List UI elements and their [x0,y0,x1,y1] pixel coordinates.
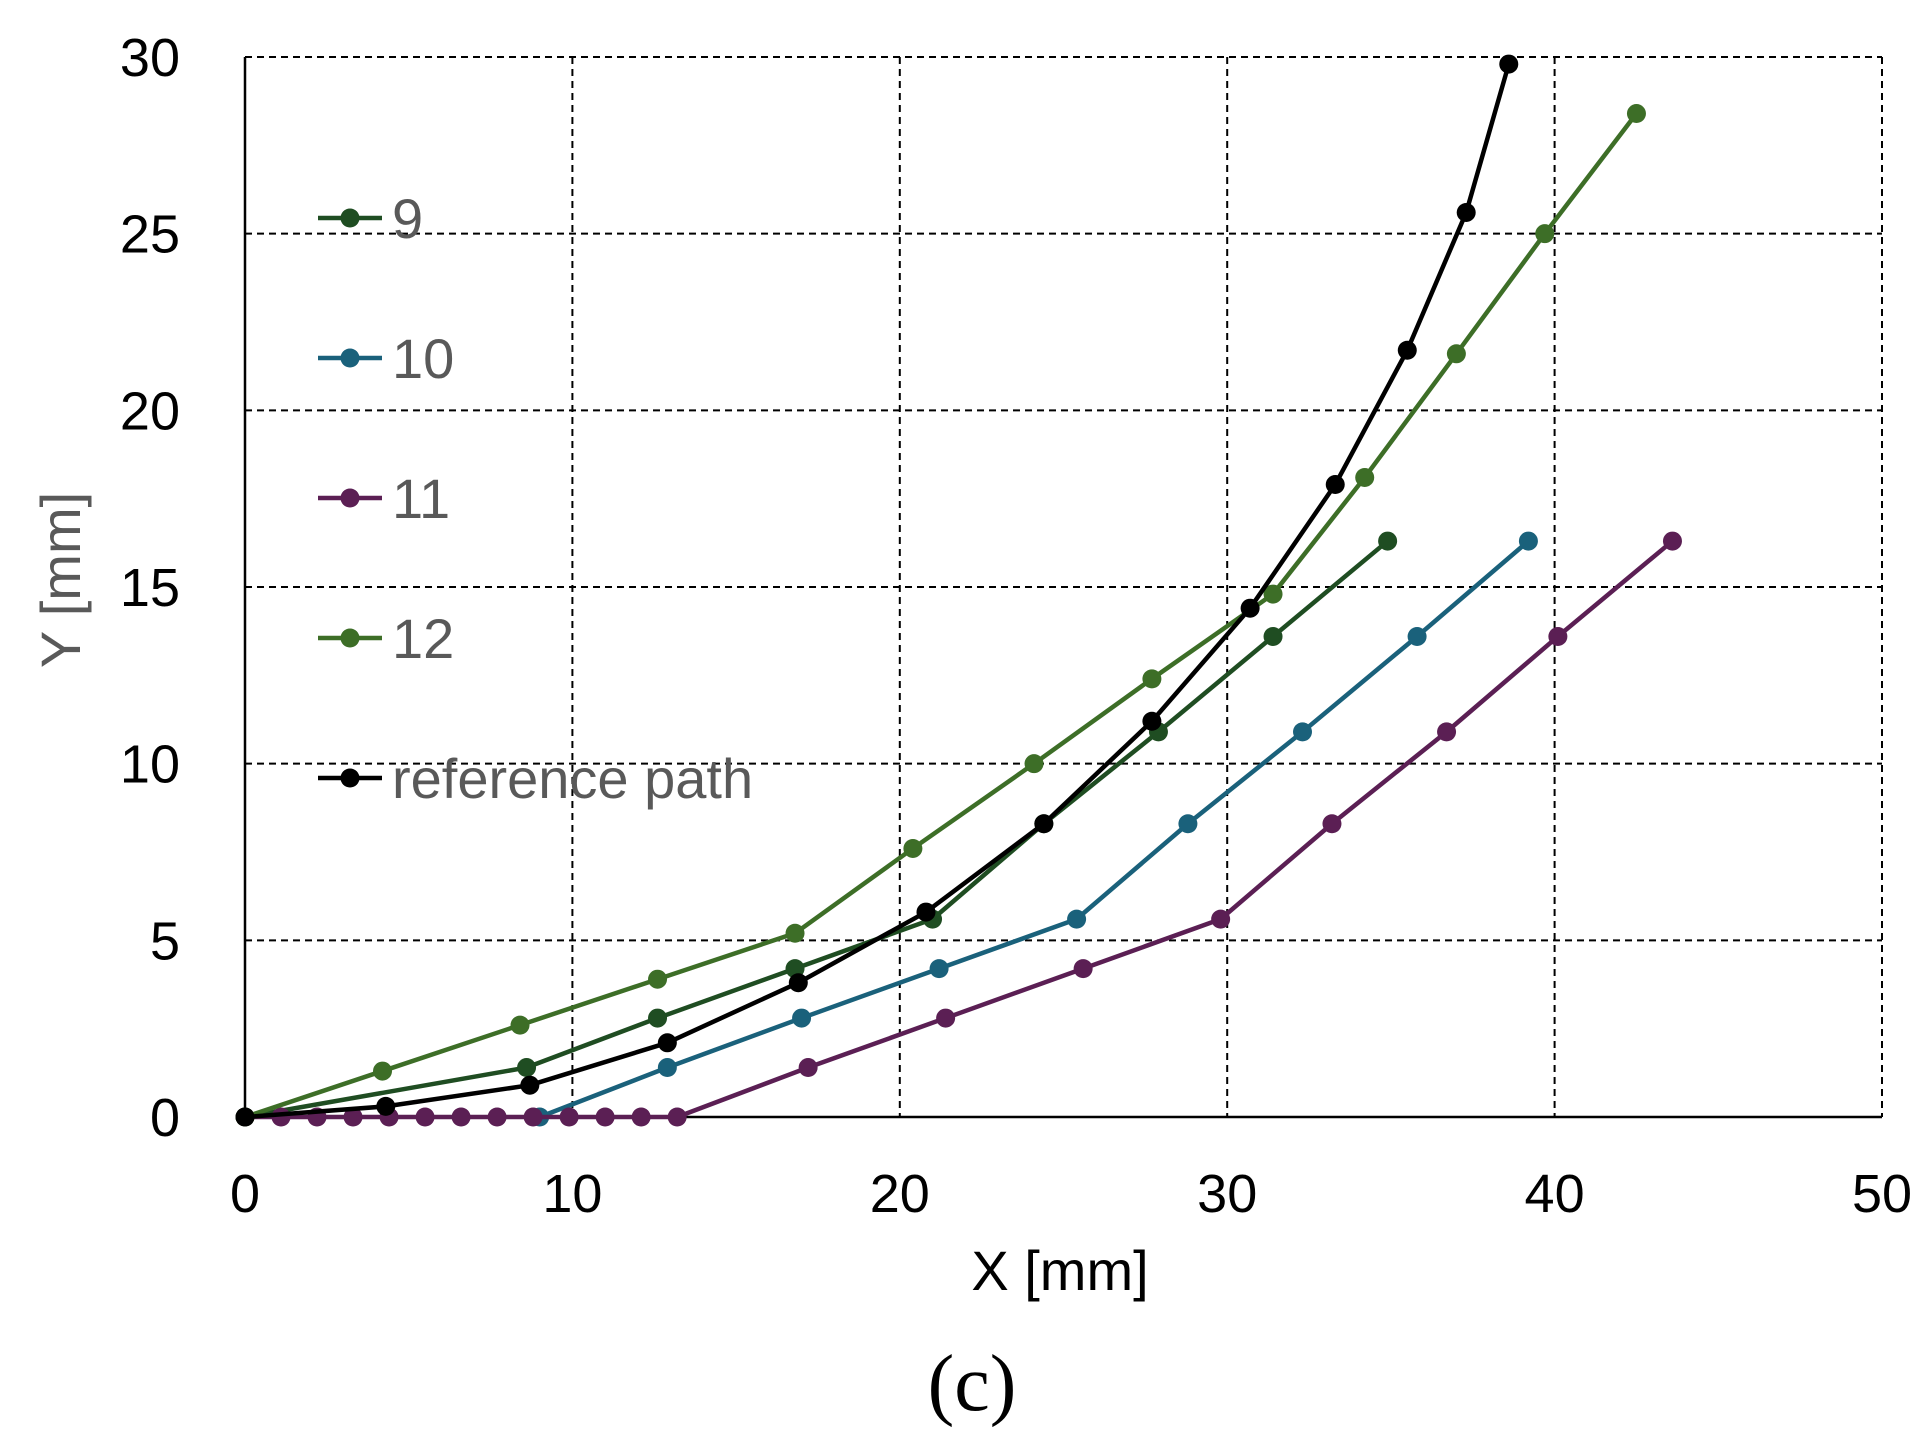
x-tick-label: 10 [542,1164,602,1224]
data-point [1293,722,1313,742]
tick-labels: 0 10 20 30 40 50 0 5 10 15 20 25 30 [120,28,1912,1224]
series-line [245,539,1674,1120]
data-point [788,973,808,993]
data-point [343,1107,363,1127]
data-point [1325,475,1345,495]
y-tick-label: 0 [150,1088,180,1148]
data-point [929,959,949,979]
data-point [798,1058,818,1078]
data-point [792,1008,812,1028]
data-point [1446,344,1466,364]
data-point [903,838,923,858]
legend-marker [340,488,360,508]
x-axis-title: X [mm] [971,1239,1148,1302]
series-group [235,54,1682,1127]
data-point [648,969,668,989]
x-tick-label: 20 [870,1164,930,1224]
data-point [1142,711,1162,731]
data-point [376,1096,396,1116]
legend-label: reference path [392,747,753,810]
legend-item: reference path [318,747,753,810]
data-point [1067,909,1087,929]
data-point [1456,202,1476,222]
y-tick-label: 20 [120,381,180,441]
gridlines [245,56,1883,1117]
data-point [1211,909,1231,929]
data-point [1662,531,1682,551]
legend-marker [340,208,360,228]
data-point [1407,626,1427,646]
legend-label: 11 [392,467,450,530]
data-point [1397,340,1417,360]
data-point [1499,54,1519,74]
legend-marker [340,628,360,648]
data-point [1437,722,1457,742]
legend-label: 10 [392,327,454,390]
data-point [1355,467,1375,487]
data-point [487,1107,507,1127]
series-reference-path [235,54,1519,1127]
legend-item: 10 [318,327,454,390]
data-point [235,1107,255,1127]
data-point [1378,531,1398,551]
data-point [1034,814,1054,834]
data-point [1263,626,1283,646]
data-point [1263,584,1283,604]
data-point [631,1107,651,1127]
data-point [451,1107,471,1127]
data-point [1142,669,1162,689]
data-point [1240,598,1260,618]
x-tick-label: 50 [1852,1164,1912,1224]
y-tick-label: 15 [120,558,180,618]
data-point [517,1058,537,1078]
data-point [1073,959,1093,979]
data-point [1518,531,1538,551]
x-tick-label: 0 [230,1164,260,1224]
data-point [523,1107,543,1127]
data-point [1178,814,1198,834]
legend-label: 9 [392,187,423,250]
legend-marker [340,768,360,788]
data-point [595,1107,615,1127]
data-point [510,1015,530,1035]
legend: 9 10 11 12 reference path [318,187,753,810]
data-point [667,1107,687,1127]
data-point [1626,104,1646,124]
legend-label: 12 [392,607,454,670]
data-point [373,1061,393,1081]
y-tick-label: 10 [120,735,180,795]
y-tick-label: 30 [120,28,180,88]
data-point [657,1058,677,1078]
data-point [415,1107,435,1127]
data-point [1535,224,1555,244]
figure-caption: (c) [928,1340,1017,1428]
series-12 [235,104,1646,1127]
legend-item: 11 [318,467,450,530]
data-point [657,1033,677,1053]
legend-item: 9 [318,187,423,250]
legend-item: 12 [318,607,454,670]
y-axis-title: Y [mm] [29,492,92,668]
legend-marker [340,348,360,368]
data-point [648,1008,668,1028]
data-point [520,1075,540,1095]
data-point [916,902,936,922]
data-point [559,1107,579,1127]
data-point [785,923,805,943]
data-point [1548,626,1568,646]
data-point [1322,814,1342,834]
data-point [936,1008,956,1028]
y-tick-label: 25 [120,205,180,265]
series-line [244,63,1511,1120]
data-point [1024,754,1044,774]
x-tick-label: 40 [1525,1164,1585,1224]
x-tick-label: 30 [1197,1164,1257,1224]
y-tick-label: 5 [150,911,180,971]
